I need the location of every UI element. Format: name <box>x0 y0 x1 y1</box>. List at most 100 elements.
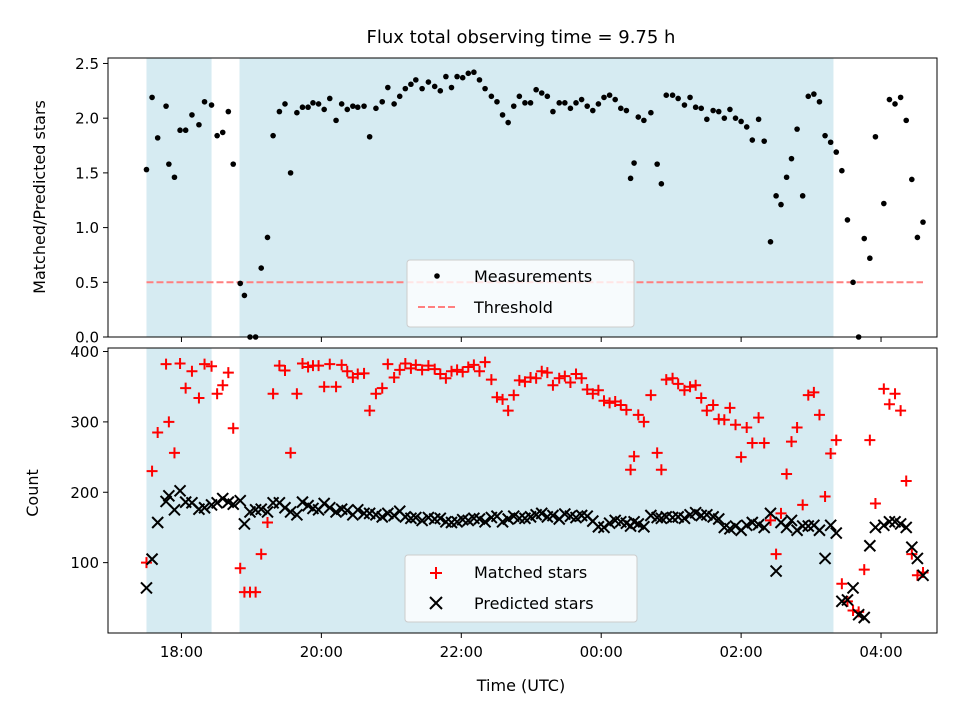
measurement-point <box>788 155 795 162</box>
measurement-point <box>510 103 517 109</box>
matched-star-point <box>296 357 308 369</box>
matched-star-point <box>336 359 348 371</box>
matched-star-point <box>388 372 400 384</box>
matched-star-point <box>440 372 452 384</box>
measurement-point <box>715 108 722 115</box>
top-legend: Measurements Threshold <box>406 259 635 328</box>
predicted-star-point <box>824 519 837 532</box>
matched-star-point <box>479 356 491 368</box>
matched-star-point <box>684 381 696 393</box>
matched-star-point <box>341 365 353 377</box>
matched-star-point <box>358 367 370 379</box>
measurement-point <box>544 93 551 100</box>
predicted-star-point <box>173 484 187 498</box>
y-tick-label: 400 <box>70 343 99 361</box>
measurement-point <box>778 201 784 208</box>
measurement-point <box>727 106 733 113</box>
measurement-point <box>721 115 728 121</box>
measurement-point <box>241 292 248 299</box>
measurement-point <box>641 117 647 124</box>
measurement-point <box>783 174 790 181</box>
measurement-point <box>833 149 840 155</box>
matched-star-point <box>234 562 246 574</box>
measurement-point <box>538 90 545 96</box>
matched-star-point <box>168 447 180 459</box>
predicted-star-point <box>883 515 896 529</box>
y-tick-label: 2.5 <box>75 55 99 73</box>
bottom-legend-box <box>404 554 638 623</box>
measurement-point <box>379 98 386 105</box>
measurement-point <box>658 181 665 187</box>
measurement-point <box>154 135 161 141</box>
matched-star-point <box>604 397 616 409</box>
matched-star-point <box>451 364 463 376</box>
predicted-star-point <box>846 581 860 595</box>
measurement-point <box>704 116 710 123</box>
matched-star-point <box>587 388 599 400</box>
predicted-star-point <box>168 503 181 517</box>
matched-star-point <box>620 404 632 416</box>
matched-star-point <box>211 388 223 400</box>
matched-star-point <box>382 358 394 370</box>
matched-star-point <box>632 409 644 421</box>
matched-star-point <box>146 465 158 477</box>
matched-star-point <box>536 365 548 377</box>
measurement-point <box>654 161 660 167</box>
matched-star-point <box>462 361 474 373</box>
measurement-point <box>437 88 444 94</box>
legend-matched-marker <box>430 567 442 579</box>
predicted-star-point <box>434 512 447 525</box>
matched-star-point <box>765 514 776 526</box>
measurement-point <box>527 100 534 106</box>
matched-star-point <box>609 395 621 407</box>
matched-star-point <box>667 372 679 384</box>
matched-star-point <box>718 414 730 426</box>
matched-star-point <box>883 398 895 410</box>
measurement-point <box>914 234 921 241</box>
chart-title: Flux total observing time = 9.75 h <box>367 27 676 48</box>
measurement-point <box>732 115 739 121</box>
measurement-point <box>909 176 915 183</box>
measurement-point <box>476 77 483 83</box>
measurement-point <box>648 109 654 116</box>
predicted-star-point <box>841 593 854 607</box>
legend-threshold-label: Threshold <box>473 298 553 317</box>
legend-measurements-marker <box>434 273 440 279</box>
measurement-point <box>827 139 834 146</box>
predicted-star-point <box>216 492 229 505</box>
matched-star-point <box>434 368 446 380</box>
measurement-point <box>299 104 306 111</box>
matched-star-point <box>878 383 890 395</box>
measurement-point <box>366 133 373 140</box>
matched-star-point <box>819 490 831 502</box>
predicted-star-point <box>818 552 832 565</box>
measurement-point <box>867 255 873 262</box>
measurement-point <box>903 117 910 124</box>
predicted-star-point <box>780 521 793 534</box>
matched-star-point <box>217 379 229 391</box>
measurement-point <box>533 86 539 93</box>
matched-star-point <box>553 372 565 384</box>
matched-star-point <box>836 578 848 590</box>
measurement-point <box>225 108 232 115</box>
predicted-star-point <box>404 512 418 525</box>
measurement-point <box>710 107 716 114</box>
matched-star-point <box>830 434 842 446</box>
predicted-star-point <box>261 505 274 519</box>
measurement-point <box>669 92 676 98</box>
matched-star-point <box>255 548 267 560</box>
predicted-star-point <box>905 540 919 554</box>
matched-star-point <box>791 422 803 434</box>
x-tick-label: 18:00 <box>160 643 203 661</box>
measurement-point <box>623 107 630 114</box>
measurement-point <box>276 108 283 115</box>
predicted-star-point <box>478 515 492 529</box>
matched-star-point <box>581 384 593 396</box>
matched-star-point <box>376 382 388 394</box>
matched-star-point <box>422 360 434 372</box>
measurement-point <box>844 217 851 223</box>
predicted-star-point <box>296 495 309 509</box>
matched-star-point <box>615 399 627 411</box>
measurement-point <box>171 174 178 181</box>
measurement-point <box>556 100 563 106</box>
